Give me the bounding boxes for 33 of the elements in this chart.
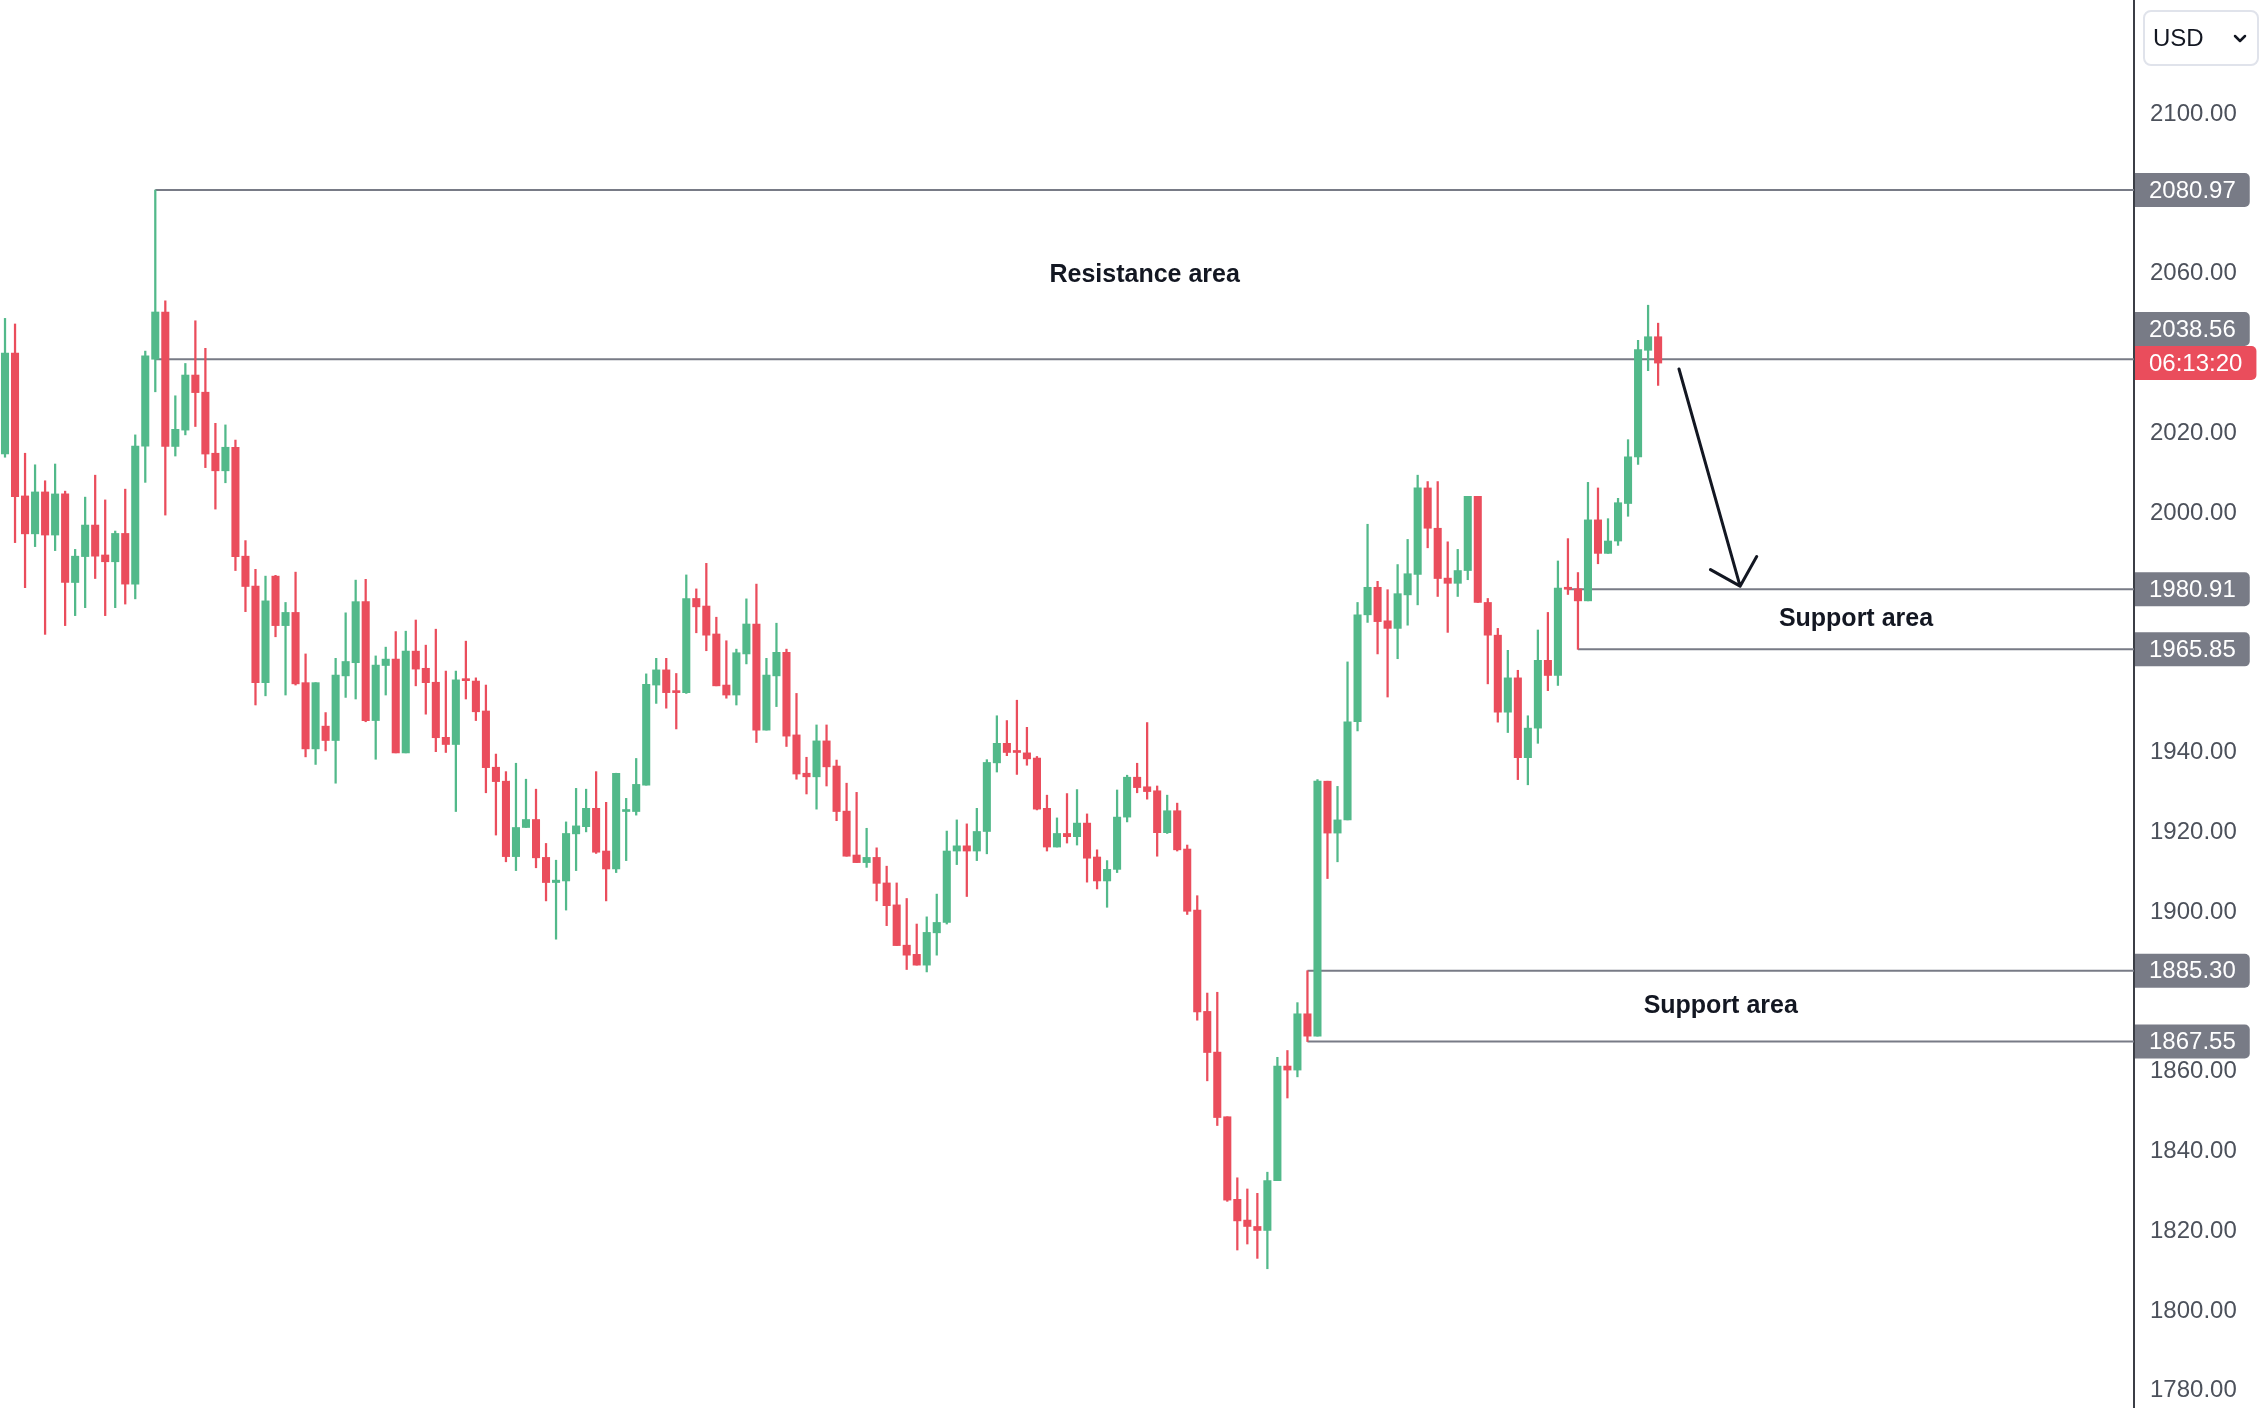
candlestick	[1333, 786, 1342, 863]
ref-line-label: 2080.97	[2149, 175, 2236, 203]
y-tick-label: 1820.00	[2150, 1215, 2237, 1243]
y-tick-label: 1780.00	[2150, 1375, 2237, 1403]
candlestick	[281, 602, 290, 696]
candlestick	[1303, 970, 1312, 1042]
candlestick	[852, 792, 861, 863]
text: 06:13:20	[2149, 348, 2243, 376]
candlestick	[1383, 589, 1392, 698]
candlestick	[211, 422, 220, 510]
y-tick-label: 1860.00	[2150, 1056, 2237, 1084]
annotation: Resistance area	[1049, 258, 1241, 287]
ref-line-label: 1885.30	[2149, 956, 2236, 984]
y-tick-label: 1940.00	[2150, 737, 2237, 765]
y-tick-label: 1800.00	[2150, 1295, 2237, 1323]
y-axis-title: USD	[2153, 24, 2204, 52]
y-tick-label: 2000.00	[2150, 497, 2237, 525]
candlestick	[862, 827, 871, 868]
annotation: Support area	[1643, 990, 1799, 1019]
y-tick-label: 1840.00	[2150, 1136, 2237, 1164]
ref-line-label: 1867.55	[2149, 1027, 2236, 1055]
y-tick-label: 1920.00	[2150, 816, 2237, 844]
y-tick-label: 2060.00	[2150, 258, 2237, 286]
y-tick-label: 2100.00	[2150, 98, 2237, 126]
candlestick	[1363, 523, 1372, 623]
currency-select: USD	[2143, 10, 2259, 66]
y-tick-label: 1900.00	[2150, 896, 2237, 924]
ref-line-label: 2038.56	[2149, 314, 2236, 342]
y-tick-label: 2020.00	[2150, 417, 2237, 445]
annotation: Support area	[1778, 603, 1935, 632]
ref-line-label: 1980.91	[2149, 574, 2236, 602]
ref-line-label: 1965.85	[2149, 634, 2236, 662]
candlestick	[772, 622, 781, 707]
